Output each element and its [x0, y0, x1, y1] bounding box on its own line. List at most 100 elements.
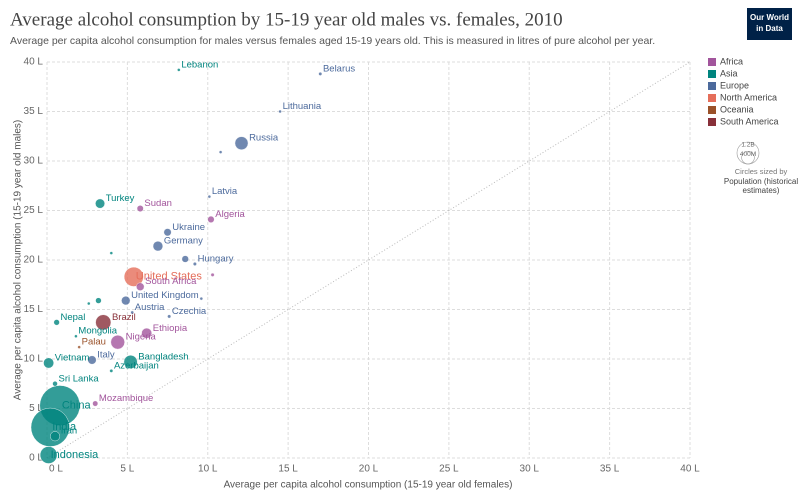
- point: [130, 310, 134, 315]
- point-label: Vietnam: [55, 352, 90, 363]
- point-label: Brazil: [112, 312, 136, 323]
- legend-swatch: [708, 94, 716, 102]
- point: [77, 345, 81, 349]
- legend-label: Europe: [720, 80, 749, 90]
- size-legend-label: 400M: [740, 151, 756, 158]
- point: [167, 314, 172, 319]
- point-label: Sudan: [144, 198, 171, 209]
- point-label: Germany: [164, 236, 203, 247]
- chart-subtitle: Average per capita alcohol consumption f…: [10, 35, 655, 47]
- point-label: Lithuania: [283, 101, 322, 112]
- point: [110, 335, 125, 350]
- point: [52, 381, 58, 387]
- point-label: Iran: [61, 426, 77, 437]
- point: [53, 319, 60, 326]
- point-label: Sri Lanka: [58, 373, 99, 384]
- point-label: Czechia: [172, 306, 207, 317]
- legend-swatch: [708, 106, 716, 114]
- point: [152, 241, 164, 252]
- point-label: Algeria: [215, 209, 245, 220]
- point: [95, 198, 105, 209]
- y-axis-label: Average per capita alcohol consumption (…: [13, 120, 24, 401]
- point: [43, 357, 54, 369]
- point-label: Lebanon: [181, 59, 218, 70]
- point-label: Nigeria: [126, 332, 157, 343]
- point: [210, 272, 215, 277]
- point-label: Mongolia: [78, 326, 117, 337]
- x-tick-label: 10 L: [198, 464, 218, 475]
- point: [141, 327, 152, 339]
- x-axis-label: Average per capita alcohol consumption (…: [224, 480, 513, 491]
- x-tick-label: 15 L: [278, 464, 298, 475]
- point-label: Turkey: [106, 193, 135, 204]
- chart-title: Average alcohol consumption by 15-19 yea…: [10, 9, 563, 30]
- legend-label: Oceania: [720, 104, 754, 114]
- y-tick-label: 10 L: [24, 354, 44, 365]
- legend-label: Africa: [720, 56, 743, 66]
- x-tick-label: 35 L: [600, 464, 620, 475]
- point: [218, 150, 223, 154]
- logo-text: Our World: [750, 13, 789, 22]
- point-label: Ukraine: [172, 222, 205, 233]
- size-legend-measure: Population (historical estimates): [723, 177, 799, 195]
- point-label: Bangladesh: [138, 351, 188, 362]
- point: [92, 400, 99, 407]
- legend-label: Asia: [720, 68, 738, 78]
- x-tick-label: 25 L: [439, 464, 459, 475]
- point: [87, 301, 91, 306]
- size-legend-circle: [741, 150, 755, 165]
- legend-label: North America: [720, 92, 777, 102]
- size-legend-measure-box: Population (historical estimates): [723, 177, 799, 195]
- point: [95, 297, 102, 304]
- point: [177, 68, 181, 72]
- point: [123, 266, 144, 287]
- x-tick-label: 30 L: [520, 464, 540, 475]
- point: [278, 109, 282, 114]
- point: [87, 355, 97, 365]
- x-tick-label: 5 L: [120, 464, 134, 475]
- point: [123, 355, 138, 369]
- size-legend-label: 1.2B: [741, 142, 754, 149]
- point-label: Latvia: [212, 186, 238, 197]
- legend-swatch: [708, 58, 716, 66]
- point-label: Hungary: [198, 253, 234, 264]
- point: [163, 228, 172, 237]
- point-label: Ethiopia: [153, 323, 188, 334]
- point-label: Belarus: [323, 63, 355, 74]
- y-tick-label: 40 L: [24, 57, 44, 68]
- point: [50, 431, 60, 442]
- x-tick-label: 0 L: [49, 464, 63, 475]
- point: [136, 282, 145, 291]
- point-label: Indonesia: [51, 449, 100, 461]
- point-label: Azerbaijan: [114, 360, 159, 371]
- point: [199, 296, 204, 301]
- point-label: United Kingdom: [131, 290, 199, 301]
- point-label: China: [62, 399, 92, 411]
- point-label: India: [52, 421, 77, 433]
- y-tick-label: 25 L: [24, 205, 44, 216]
- point: [109, 251, 114, 255]
- point: [207, 215, 215, 223]
- point-label: Italy: [97, 350, 115, 361]
- point: [136, 205, 144, 212]
- point-label: South Africa: [145, 276, 197, 287]
- y-tick-label: 30 L: [24, 156, 44, 167]
- x-tick-label: 40 L: [680, 464, 700, 475]
- y-tick-label: 20 L: [24, 255, 44, 266]
- point-label: Austria: [135, 302, 165, 313]
- point-label: Nepal: [60, 312, 85, 323]
- legend-swatch: [708, 82, 716, 90]
- legend-label: South America: [720, 116, 779, 126]
- legend-swatch: [708, 118, 716, 126]
- point: [207, 194, 212, 199]
- point: [39, 446, 58, 464]
- point: [234, 136, 249, 150]
- logo: [747, 8, 792, 40]
- legend-swatch: [708, 70, 716, 78]
- point: [121, 296, 131, 306]
- point: [181, 255, 189, 263]
- point: [192, 262, 197, 266]
- logo-text: in Data: [756, 24, 783, 33]
- point-label: Palau: [82, 337, 106, 348]
- point: [109, 369, 114, 373]
